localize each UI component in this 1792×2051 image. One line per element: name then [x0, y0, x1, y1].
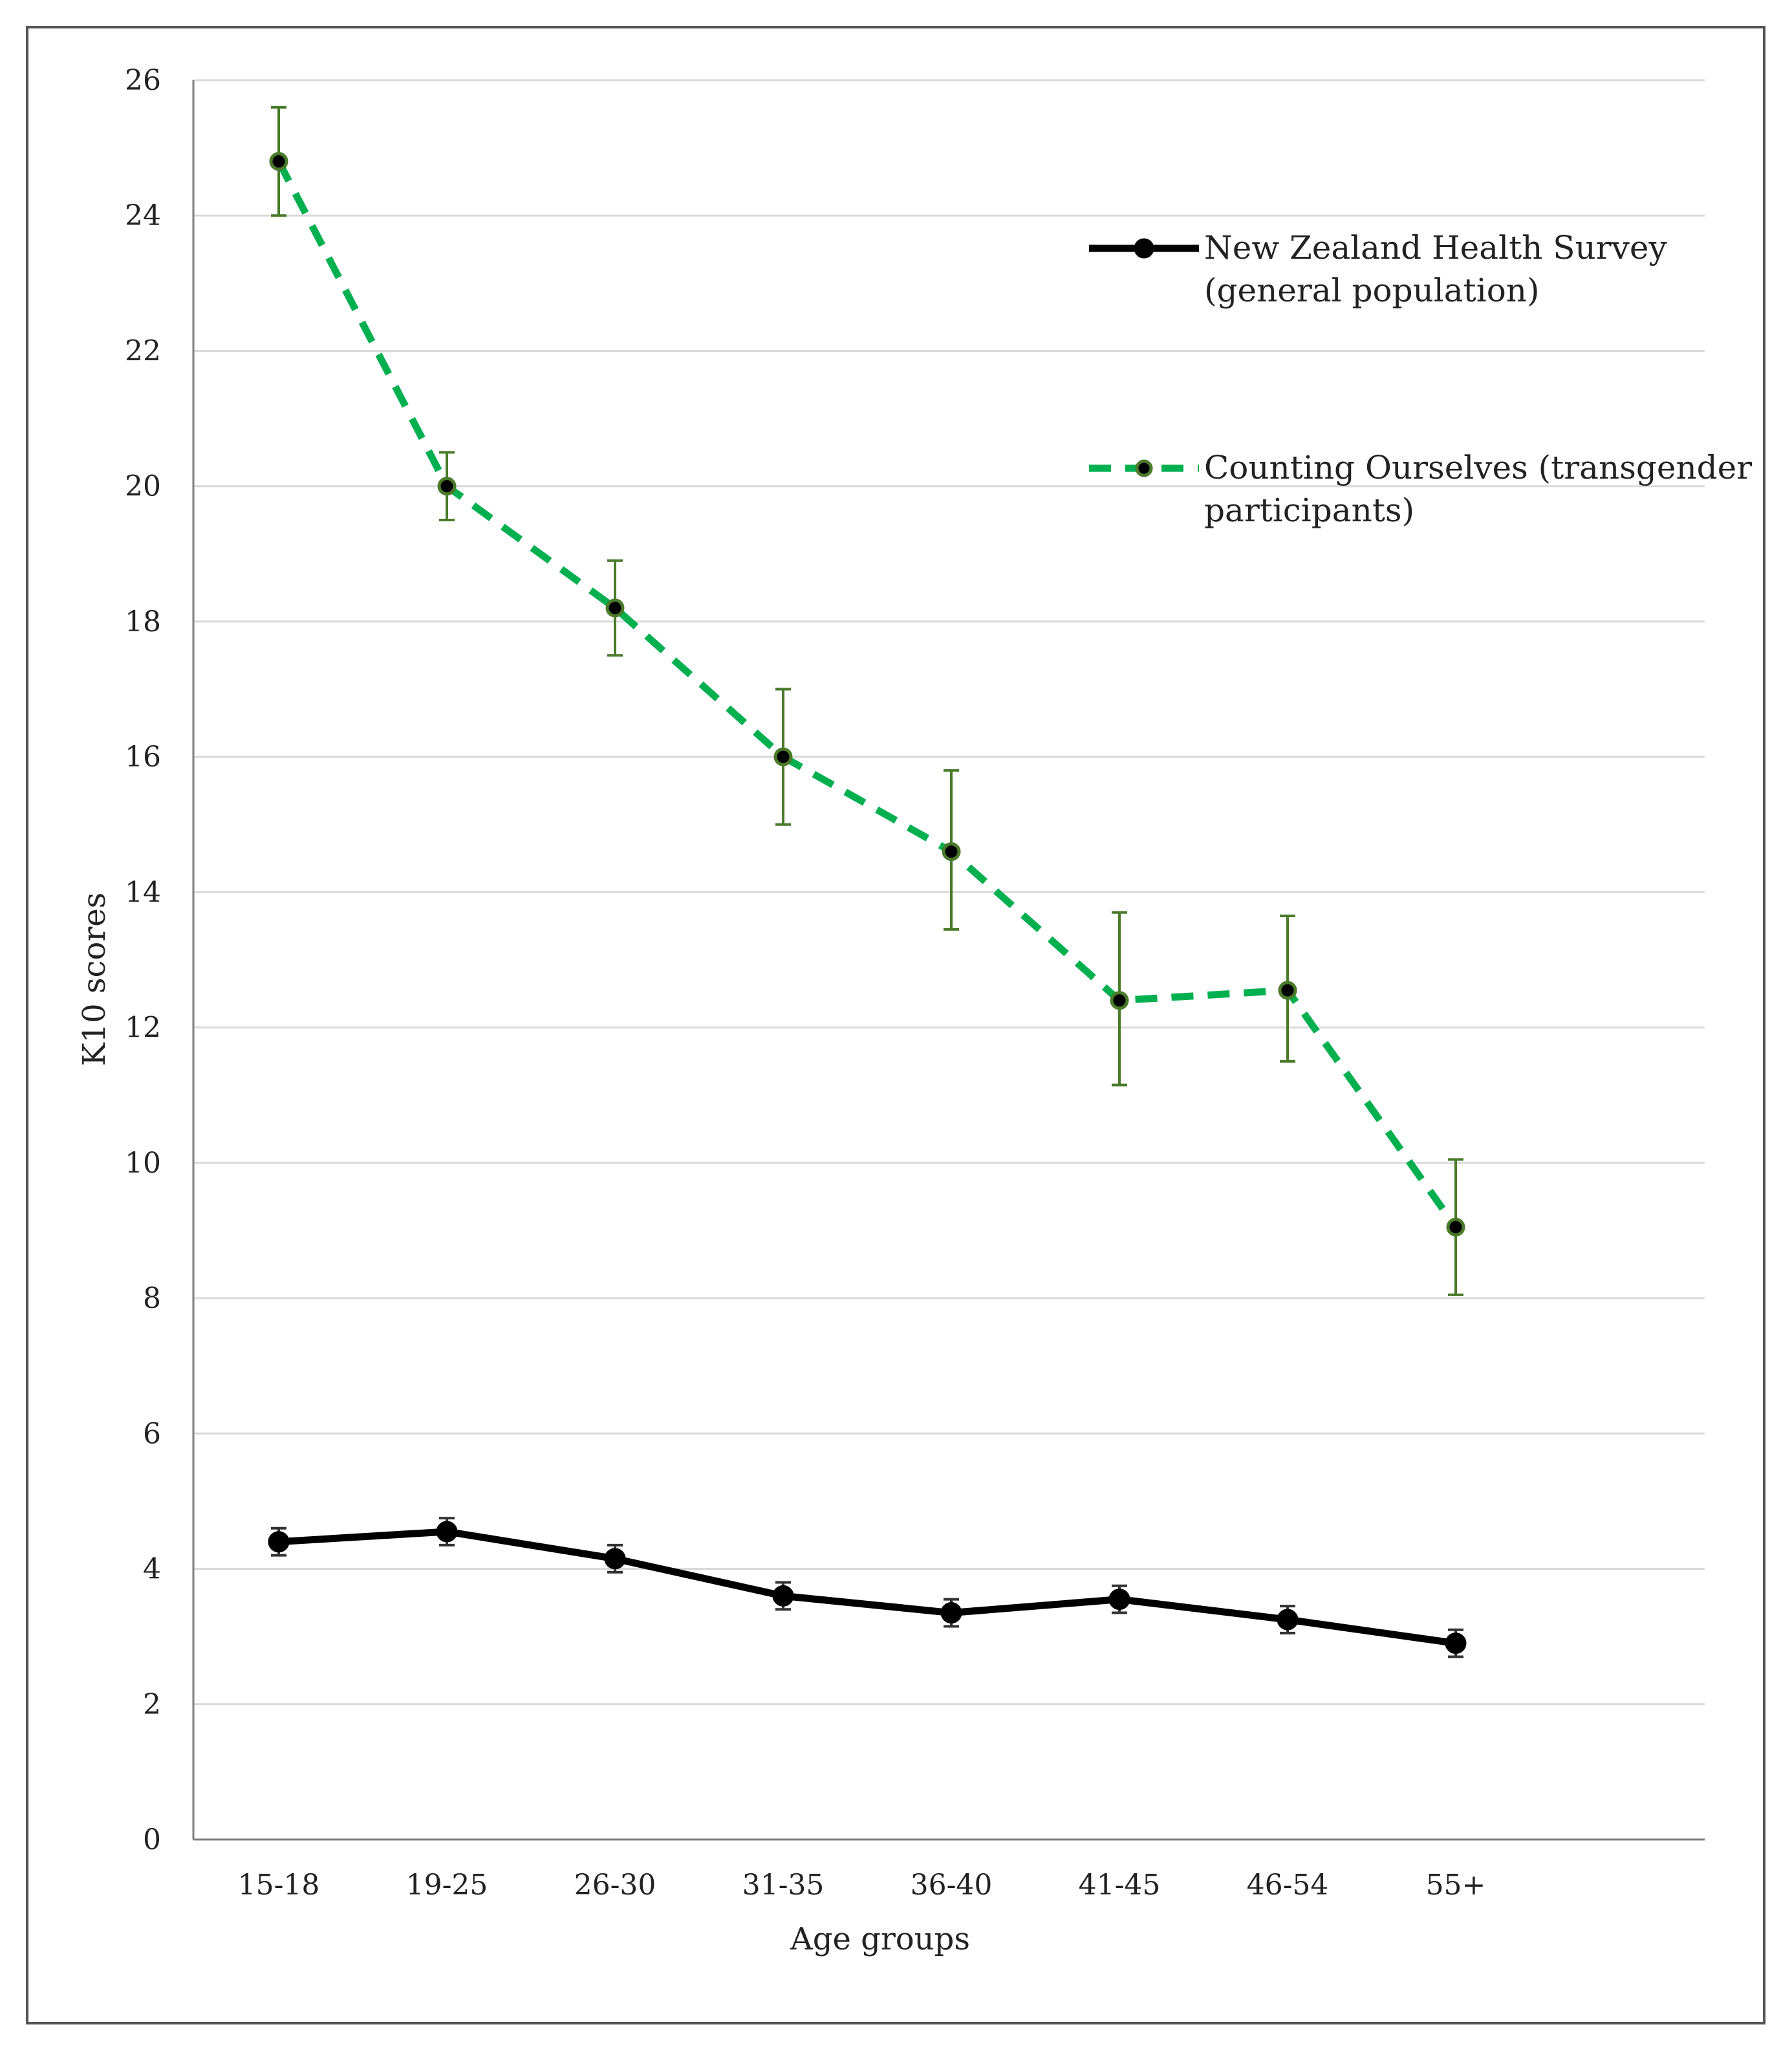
y-tick-label: 8 [143, 1282, 161, 1315]
y-tick-label: 2 [143, 1688, 161, 1721]
data-point [269, 152, 288, 171]
y-tick-label: 4 [143, 1553, 161, 1586]
y-tick-label: 20 [125, 470, 161, 503]
x-tick-label: 15-18 [238, 1869, 320, 1902]
legend-swatch-marker [1135, 459, 1153, 477]
data-point [773, 747, 793, 766]
series-group [268, 105, 1467, 1658]
x-tick-label: 46-54 [1247, 1869, 1329, 1902]
gridlines [193, 79, 1705, 1706]
y-tick-label: 6 [143, 1417, 161, 1450]
y-tick-label: 22 [125, 334, 161, 367]
y-tick-label: 14 [125, 876, 161, 909]
legend-entry-nzhs: New Zealand Health Survey (general popula… [1089, 229, 1667, 309]
y-axis-title: K10 scores [76, 893, 113, 1067]
x-tick-label: 19-25 [406, 1869, 488, 1902]
x-tick-label: 31-35 [742, 1869, 825, 1902]
data-point [1277, 1609, 1299, 1631]
data-point [268, 1531, 290, 1553]
legend-label: Counting Ourselves (transgender [1204, 449, 1752, 486]
legend-label: participants) [1204, 492, 1414, 529]
data-point [942, 842, 961, 862]
data-point [1445, 1633, 1467, 1655]
x-tick-label: 41-45 [1079, 1869, 1161, 1902]
chart-frame: 0 2 4 6 8 10 12 14 16 18 20 22 24 26 15-18 19-25 26-30 31… [26, 26, 1765, 2024]
data-point [772, 1585, 794, 1607]
legend: New Zealand Health Survey (general popula… [1089, 229, 1752, 529]
y-tick-label: 12 [125, 1012, 161, 1045]
data-point [1108, 1589, 1130, 1611]
series-line [278, 1528, 1456, 1647]
data-point [436, 1521, 458, 1543]
legend-swatch-marker [1134, 238, 1154, 259]
data-point [437, 477, 457, 496]
data-point [940, 1602, 962, 1624]
legend-label: New Zealand Health Survey [1204, 229, 1667, 266]
data-point [1278, 981, 1297, 1000]
series-counting-ourselves [269, 105, 1465, 1296]
x-tick-label: 26-30 [574, 1869, 656, 1902]
y-tick-label: 24 [125, 199, 161, 232]
series-line [275, 160, 1459, 1230]
y-tick-label: 10 [125, 1147, 161, 1180]
x-tick-label: 36-40 [911, 1869, 993, 1902]
y-tick-label: 16 [125, 741, 161, 774]
data-point [1110, 991, 1129, 1010]
legend-entry-counting-ourselves: Counting Ourselves (transgender participa… [1089, 449, 1752, 529]
data-point [604, 1548, 626, 1570]
series-nzhs [268, 1517, 1467, 1658]
y-tick-label: 26 [125, 64, 161, 97]
y-tick-label: 0 [143, 1823, 161, 1856]
x-axis-title: Age groups [790, 1921, 970, 1957]
data-point [1446, 1217, 1465, 1237]
data-point [605, 598, 625, 618]
x-tick-label: 55+ [1426, 1869, 1486, 1902]
legend-label: (general population) [1204, 272, 1540, 309]
y-tick-label: 18 [125, 605, 161, 638]
